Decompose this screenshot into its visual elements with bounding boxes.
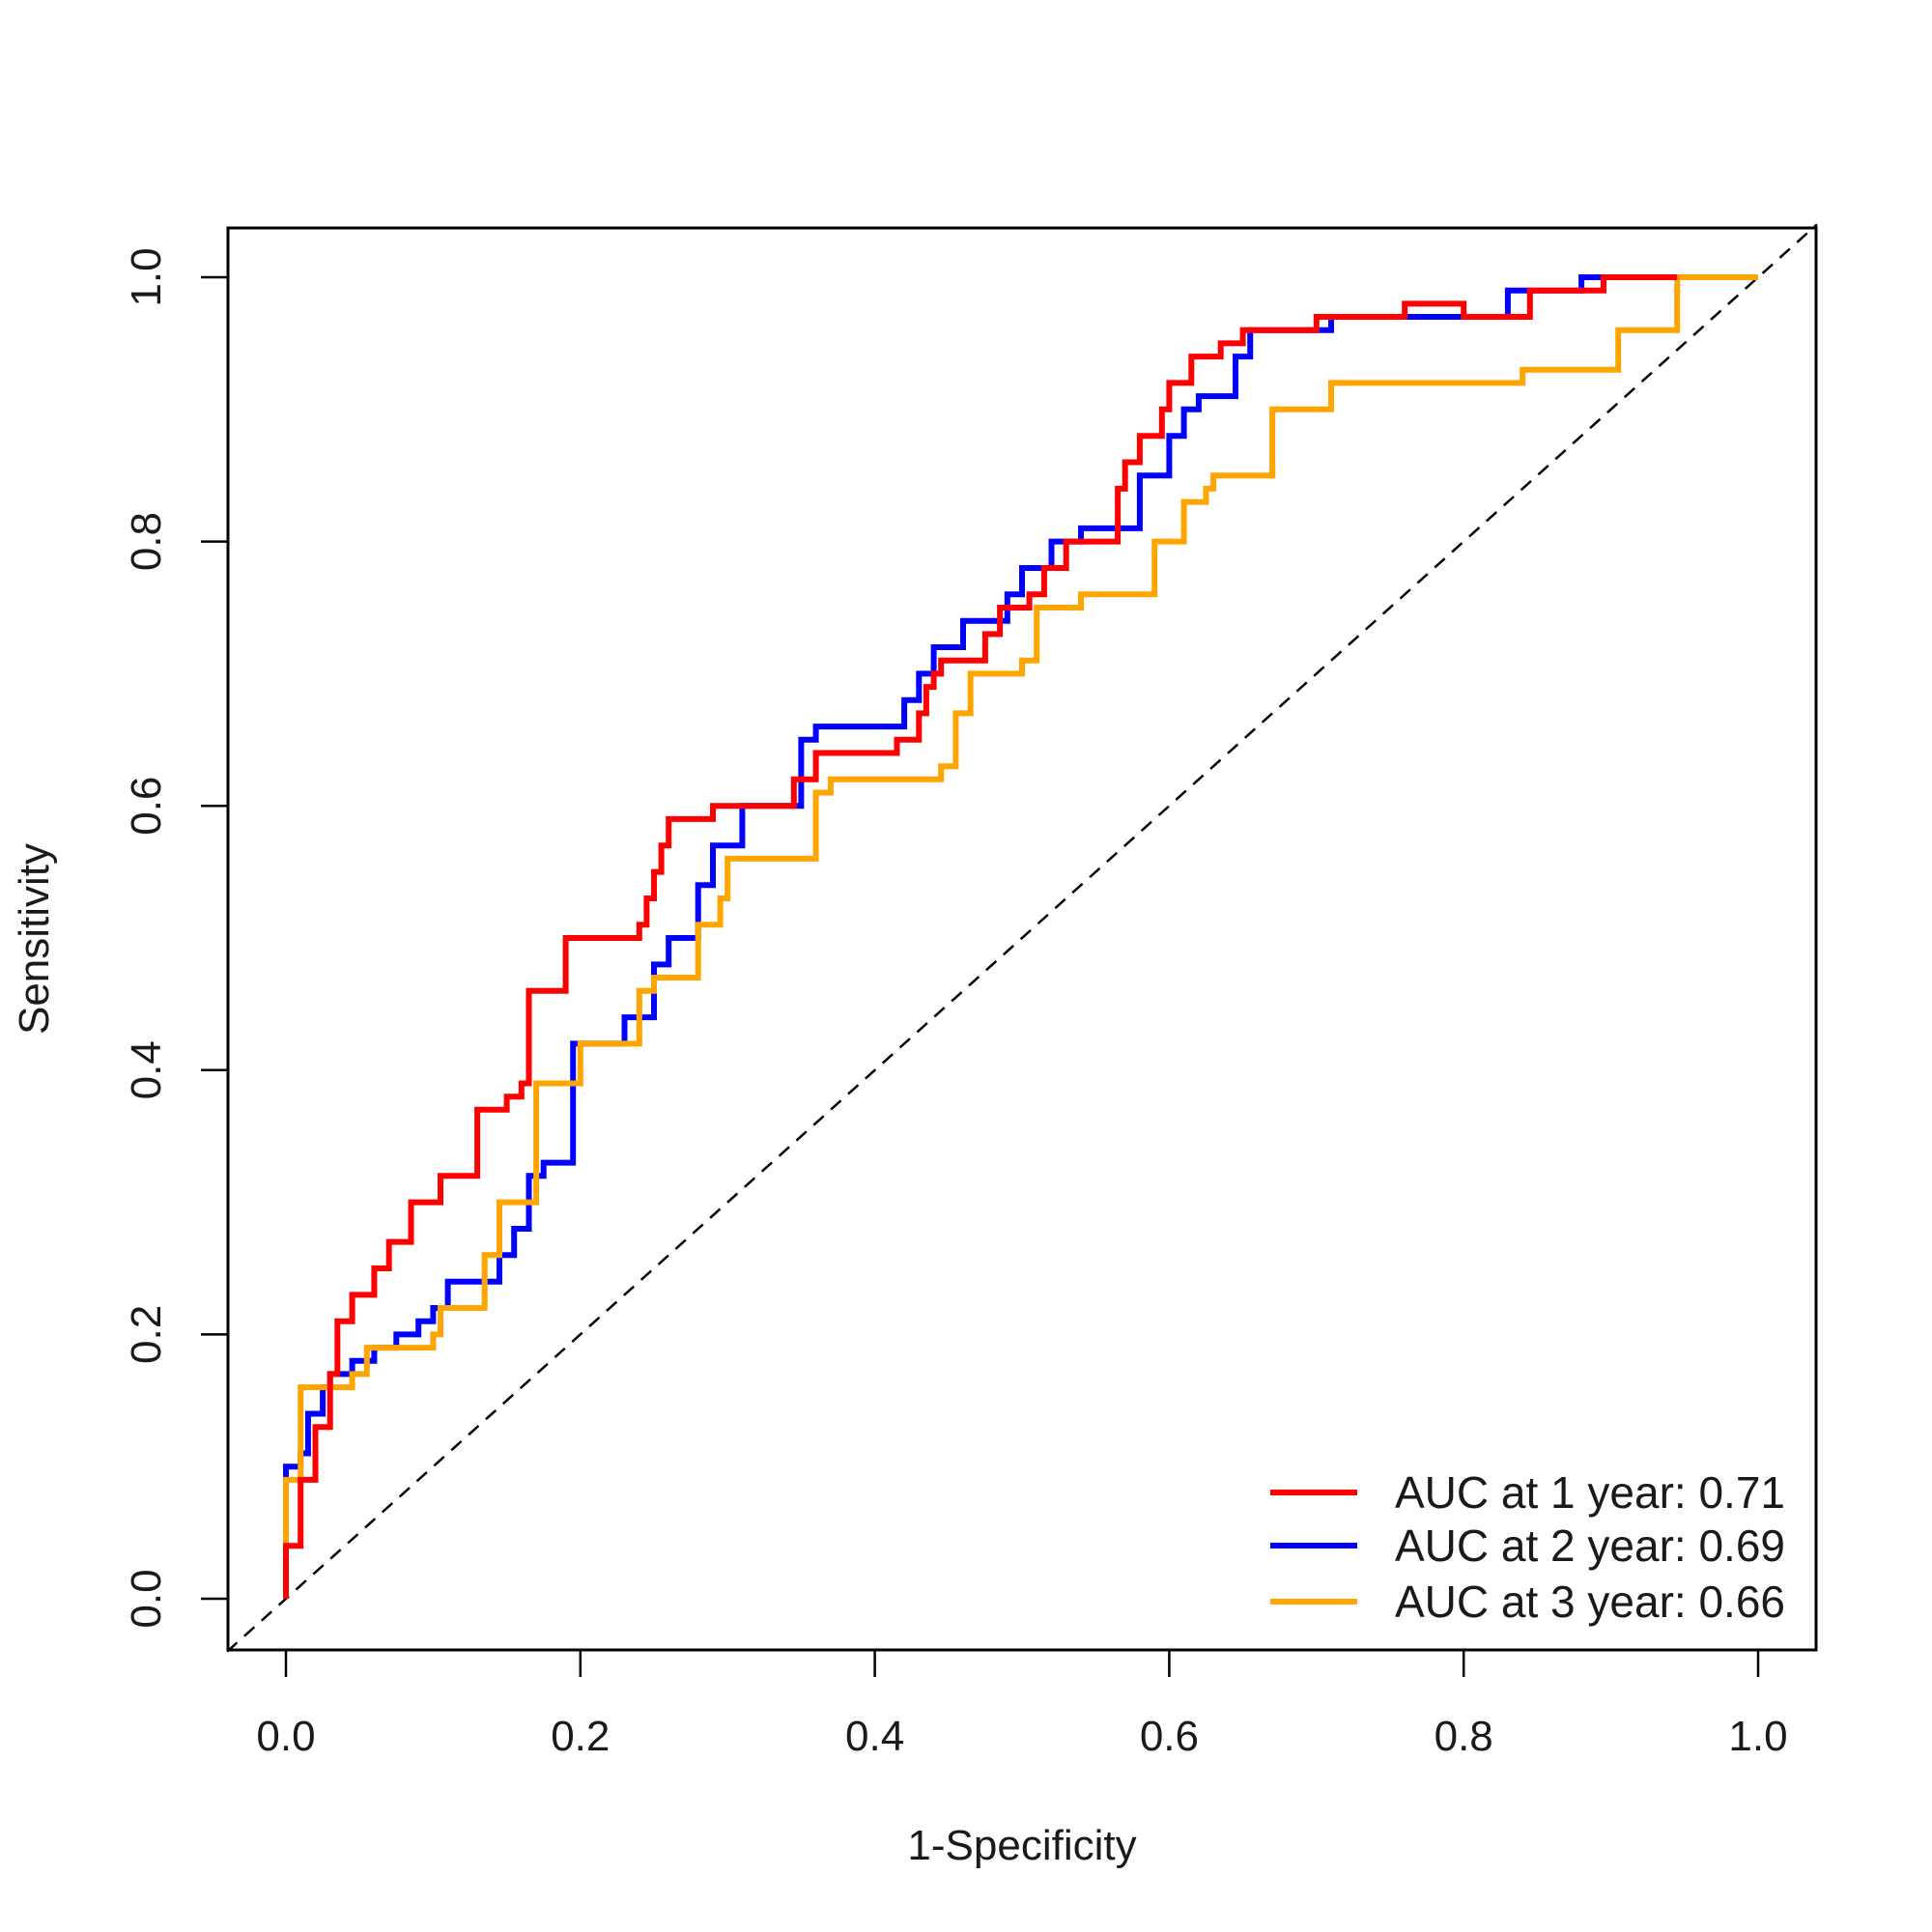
legend-label: AUC at 1 year: 0.71 — [1395, 1467, 1785, 1518]
y-axis: 0.0 0.2 0.4 0.6 0.8 1.0 — [123, 247, 230, 1629]
x-tick-label: 0.0 — [256, 1713, 315, 1760]
y-tick-label: 1.0 — [123, 247, 170, 306]
y-tick-label: 0.8 — [123, 512, 170, 571]
y-tick-label: 0.2 — [123, 1305, 170, 1364]
x-tick-label: 0.8 — [1435, 1713, 1493, 1760]
x-tick-label: 0.4 — [845, 1713, 904, 1760]
y-tick-label: 0.4 — [123, 1040, 170, 1099]
y-tick-label: 0.0 — [123, 1569, 170, 1628]
x-axis-label: 1-Specificity — [907, 1822, 1136, 1869]
roc-curve-3-year — [283, 274, 1758, 1599]
x-tick-label: 0.2 — [551, 1713, 610, 1760]
y-tick-label: 0.6 — [123, 777, 170, 836]
roc-curve-1-year — [283, 274, 1678, 1599]
reference-diagonal-layer — [226, 223, 1818, 1653]
legend-label: AUC at 2 year: 0.69 — [1395, 1520, 1785, 1571]
x-tick-label: 1.0 — [1728, 1713, 1787, 1760]
y-axis-label: Sensitivity — [11, 843, 58, 1035]
x-axis: 0.0 0.2 0.4 0.6 0.8 1.0 — [256, 1648, 1788, 1760]
x-tick-label: 0.6 — [1140, 1713, 1199, 1760]
legend-label: AUC at 3 year: 0.66 — [1395, 1577, 1785, 1627]
roc-curves — [283, 274, 1758, 1599]
reference-diagonal — [226, 223, 1818, 1653]
